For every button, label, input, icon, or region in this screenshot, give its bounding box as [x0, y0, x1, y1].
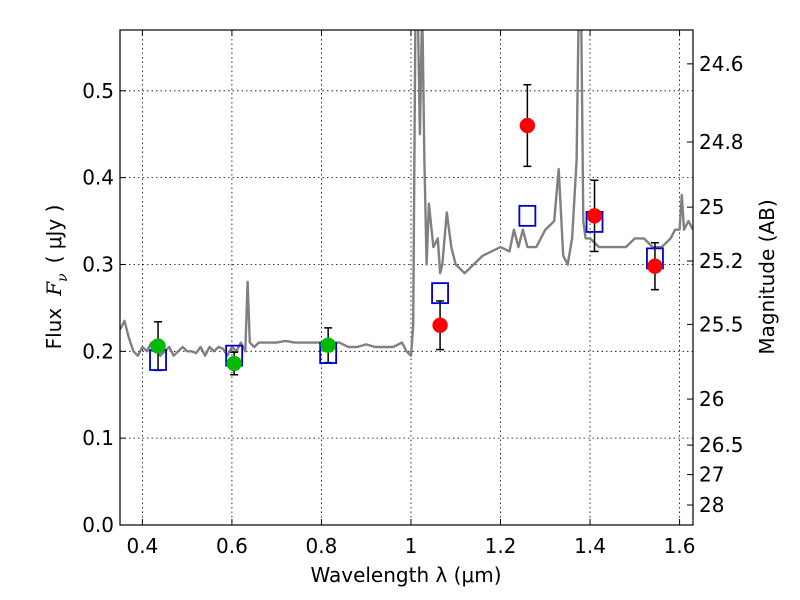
y-tick-label: 0.0	[82, 513, 114, 537]
x-tick-label: 1.4	[574, 534, 606, 558]
y-tick-label: 0.5	[82, 79, 114, 103]
y-tick-label: 0.1	[82, 426, 114, 450]
y2-tick-label: 25.2	[699, 249, 744, 273]
x-axis-label: Wavelength λ (μm)	[310, 563, 501, 587]
tick-labels: 0.4 0.6 0.8 1 1.2 1.4 1.6 0.0 0.1 0.2 0.3 0.4 0.5 24.…	[82, 52, 743, 558]
x-tick-label: 1.6	[664, 534, 696, 558]
x-tick-label: 0.6	[216, 534, 248, 558]
plot-frame	[119, 29, 694, 526]
photometry-point	[320, 337, 336, 353]
model-photometry-square	[518, 204, 537, 227]
y-axis-label: Flux Fν ( μJy )	[42, 205, 71, 350]
y2-tick-label: 25.5	[699, 312, 744, 336]
y2-tick-label: 26	[699, 387, 724, 411]
grid-lines	[120, 30, 693, 526]
x-tick-label: 0.8	[306, 534, 338, 558]
y-axis-label-prefix: Flux	[42, 308, 66, 350]
spectrum-line	[120, 30, 693, 357]
y2-axis-label: Magnitude (AB)	[755, 199, 779, 354]
photometry-point	[586, 208, 603, 224]
axis-ticks	[120, 30, 693, 526]
y2-tick-label: 25	[699, 195, 724, 219]
y2-tick-label: 24.6	[699, 52, 744, 76]
y2-tick-label: 24.8	[699, 130, 744, 154]
y2-tick-label: 27	[699, 463, 724, 487]
y-tick-label: 0.3	[82, 252, 114, 276]
y-axis-label-subscript: ν	[55, 273, 71, 282]
photometry-point	[150, 338, 166, 354]
y2-tick-label: 28	[699, 493, 724, 517]
y-axis-label-unit: ( μJy )	[42, 205, 66, 264]
x-tick-label: 0.4	[126, 534, 158, 558]
data-markers	[149, 117, 664, 372]
x-tick-label: 1	[405, 534, 418, 558]
photometry-point	[226, 355, 242, 372]
y-axis-label-symbol: F	[42, 281, 66, 297]
plot-area	[120, 30, 693, 376]
photometry-point	[519, 117, 536, 134]
y-tick-label: 0.2	[82, 339, 114, 363]
x-tick-label: 1.2	[485, 534, 517, 558]
y-tick-label: 0.4	[82, 166, 114, 190]
photometry-point	[647, 258, 663, 274]
y2-tick-label: 26.5	[699, 433, 744, 457]
model-photometry-square	[431, 282, 449, 305]
photometry-point	[432, 317, 448, 334]
